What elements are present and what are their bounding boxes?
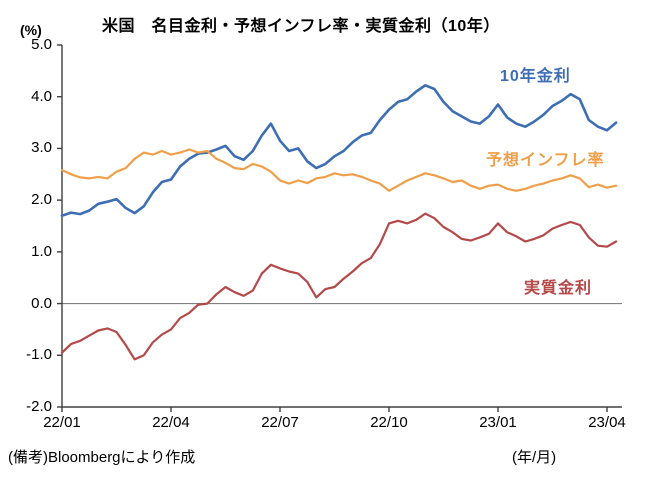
x-axis-unit-label: (年/月) [512, 449, 557, 466]
x-axis-tick-label: 22/04 [152, 414, 190, 431]
legend-label-10y-yield: 10年金利 [500, 68, 571, 85]
series-line-expected-inflation [60, 148, 618, 192]
y-axis-tick-label: 2.0 [31, 191, 52, 208]
y-axis-tick-label: 1.0 [31, 243, 52, 260]
series-line-10y-yield [60, 84, 618, 217]
y-axis-tick-label: 4.0 [31, 88, 52, 105]
source-note: (備考)Bloombergにより作成 [8, 449, 196, 466]
x-axis-tick-label: 23/01 [479, 414, 517, 431]
chart-title: 米国 名目金利・予想インフレ率・実質金利（10年） [102, 18, 500, 35]
x-axis-tick-label: 22/10 [370, 414, 408, 431]
legend-label-real-yield: 実質金利 [524, 280, 593, 297]
series-line-real-yield [60, 212, 618, 361]
y-axis-tick-label: 3.0 [31, 139, 52, 156]
x-axis-tick-label: 22/07 [261, 414, 299, 431]
y-axis-tick-label: -1.0 [26, 346, 52, 363]
y-axis-tick-label: -2.0 [26, 398, 52, 415]
y-axis-tick-label: 5.0 [31, 36, 52, 53]
y-axis-tick-label: 0.0 [31, 295, 52, 312]
y-axis-unit-label: (%) [20, 22, 42, 38]
legend-label-expected-inflation: 予想インフレ率 [486, 152, 605, 169]
x-axis-tick-label: 22/01 [43, 414, 81, 431]
x-axis-tick-label: 23/04 [588, 414, 626, 431]
